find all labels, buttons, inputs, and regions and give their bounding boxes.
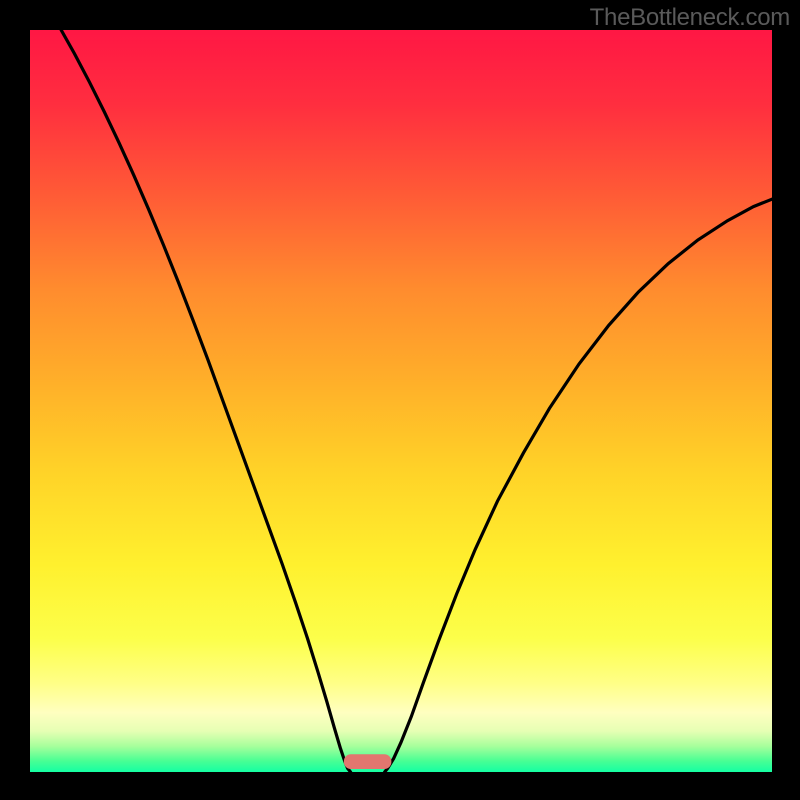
- watermark-text: TheBottleneck.com: [590, 4, 790, 32]
- optimal-point-marker: [344, 754, 391, 769]
- bottleneck-chart: [0, 0, 800, 800]
- chart-container: TheBottleneck.com: [0, 0, 800, 800]
- gradient-background: [30, 30, 772, 772]
